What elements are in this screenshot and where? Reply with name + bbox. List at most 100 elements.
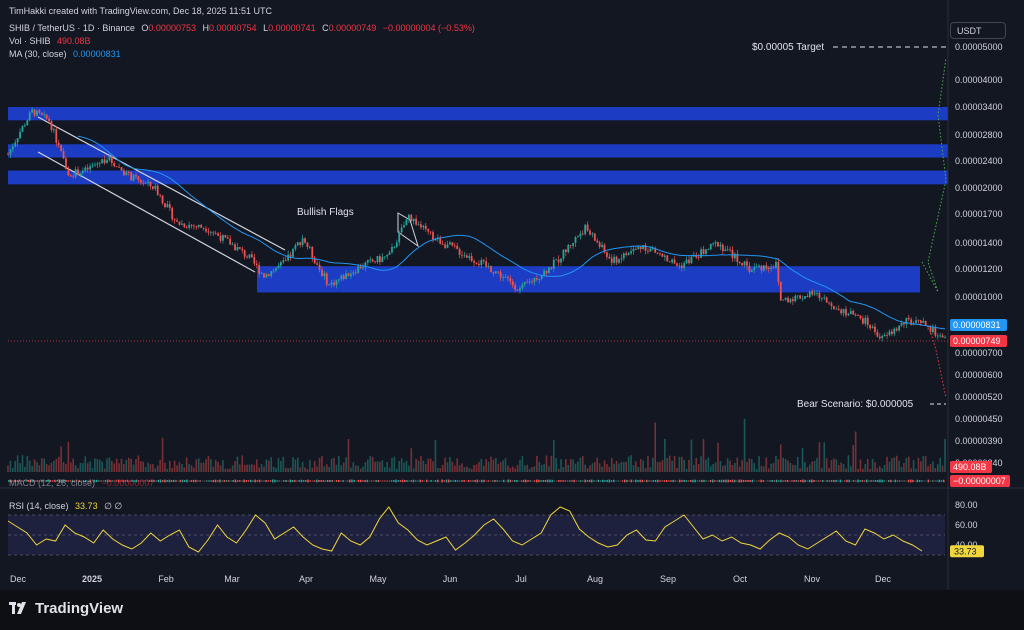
candle-body — [811, 291, 814, 295]
candle-body — [671, 259, 674, 263]
macd-histogram-bar — [261, 480, 263, 482]
volume-bar — [156, 465, 159, 472]
macd-histogram-bar — [8, 480, 10, 482]
volume-bar — [523, 465, 526, 472]
volume-bar — [627, 456, 630, 472]
candle-body — [622, 253, 625, 259]
x-tick-label: 2025 — [82, 574, 102, 584]
volume-bar — [845, 468, 847, 472]
candle-body — [903, 322, 905, 325]
volume-bar — [934, 468, 937, 472]
volume-bar — [825, 458, 828, 472]
ma-legend[interactable]: MA (30, close) 0.00000831 — [9, 49, 125, 59]
volume-bar — [210, 459, 212, 472]
macd-histogram-bar — [291, 480, 294, 482]
candle-body — [265, 274, 268, 278]
candle-body — [279, 262, 282, 266]
macd-histogram-bar — [109, 480, 111, 482]
macd-histogram-bar — [58, 479, 61, 483]
candle-body — [294, 245, 297, 249]
volume-bar — [714, 462, 717, 472]
candle-body — [11, 146, 14, 150]
macd-histogram-bar — [863, 480, 866, 482]
macd-histogram-bar — [758, 480, 760, 482]
candle-body — [598, 242, 601, 247]
candle-body — [499, 272, 502, 278]
macd-histogram-bar — [549, 479, 551, 483]
volume-bar — [379, 461, 381, 472]
volume-bar — [806, 467, 809, 472]
symbol-name[interactable]: SHIB / TetherUS · 1D · Binance — [9, 23, 135, 33]
candle-body — [673, 259, 676, 264]
macd-histogram-bar — [562, 480, 564, 482]
macd-histogram-bar — [56, 480, 58, 482]
volume-bar — [903, 462, 905, 472]
rsi-legend[interactable]: RSI (14, close) 33.73 ∅ ∅ — [9, 501, 126, 512]
macd-histogram-bar — [828, 480, 831, 482]
volume-bar — [84, 456, 87, 472]
volume-bar — [132, 464, 135, 472]
macd-legend[interactable]: MACD (12, 26, close) −0.00000007 — [9, 478, 158, 488]
candle-body — [48, 118, 50, 122]
macd-histogram-bar — [725, 479, 727, 483]
candle-body — [366, 260, 369, 263]
candle-body — [881, 336, 884, 339]
candle-body — [45, 114, 48, 119]
volume-bar — [883, 464, 886, 472]
macd-histogram-bar — [346, 480, 349, 482]
y-tick-label: 0.00000390 — [955, 436, 1003, 446]
y-tick-label: 0.00000520 — [955, 392, 1003, 402]
candle-body — [516, 289, 519, 291]
candle-body — [847, 313, 850, 316]
macd-histogram-bar — [197, 480, 199, 482]
volume-bar — [89, 461, 91, 472]
candle-body — [176, 220, 178, 222]
currency-button[interactable]: USDT — [950, 22, 1006, 39]
volume-bar — [94, 458, 96, 472]
rsi-value-label: 33.73 — [954, 546, 977, 556]
volume-bar — [673, 455, 676, 472]
macd-histogram-bar — [509, 479, 512, 483]
macd-histogram-bar — [483, 479, 485, 483]
macd-histogram-bar — [320, 480, 322, 482]
candle-body — [173, 219, 176, 221]
volume-bar — [695, 458, 698, 472]
volume-legend[interactable]: Vol · SHIB 490.08B — [9, 36, 95, 46]
candle-body — [874, 326, 876, 333]
macd-histogram-bar — [740, 479, 743, 483]
macd-histogram-bar — [38, 480, 41, 482]
candle-body — [816, 293, 818, 294]
candle-body — [596, 240, 599, 243]
macd-histogram-bar — [419, 479, 421, 483]
candle-body — [823, 297, 826, 299]
macd-histogram-bar — [861, 480, 864, 482]
volume-bar — [24, 466, 26, 472]
macd-histogram-bar — [459, 480, 461, 482]
macd-histogram-bar — [789, 480, 791, 482]
x-tick-label: Jun — [443, 574, 458, 584]
candle-body — [502, 277, 504, 279]
volume-bar — [96, 458, 99, 472]
macd-histogram-bar — [366, 479, 369, 483]
macd-histogram-bar — [749, 480, 751, 482]
macd-histogram-bar — [274, 479, 276, 483]
volume-bar — [545, 455, 548, 472]
symbol-line: SHIB / TetherUS · 1D · Binance O0.000007… — [9, 23, 479, 33]
macd-histogram-bar — [98, 480, 100, 482]
candle-body — [98, 163, 101, 164]
macd-histogram-bar — [100, 480, 102, 482]
macd-histogram-bar — [104, 480, 107, 482]
macd-histogram-bar — [439, 480, 441, 482]
volume-bar — [135, 459, 137, 472]
macd-histogram-bar — [305, 480, 307, 482]
macd-histogram-bar — [155, 480, 157, 482]
volume-bar — [123, 464, 125, 472]
volume-bar — [284, 467, 287, 472]
candle-body — [579, 233, 582, 237]
volume-bar — [137, 455, 140, 472]
macd-histogram-bar — [254, 479, 256, 483]
volume-bar — [876, 468, 879, 472]
x-axis: Dec 2025 Feb Mar Apr May Jun Jul Aug Sep Oct Nov Dec — [10, 574, 892, 584]
volume-bar — [118, 463, 120, 472]
macd-histogram-bar — [21, 480, 23, 482]
